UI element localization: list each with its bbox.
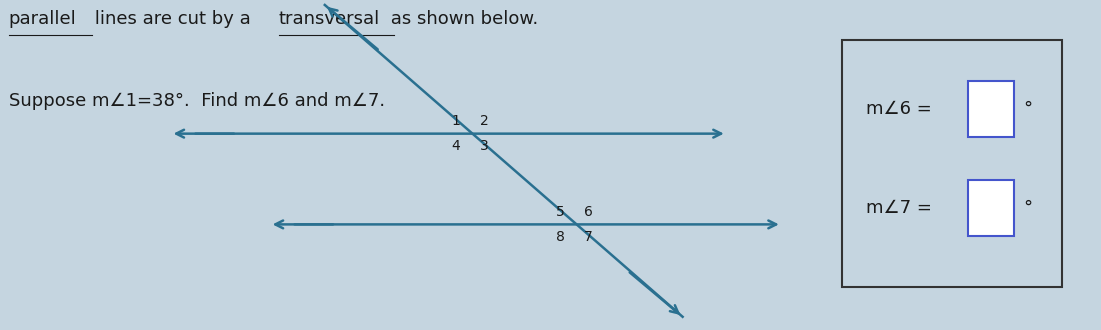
Text: m∠7 =: m∠7 = <box>866 199 938 217</box>
Text: 5: 5 <box>556 205 565 218</box>
Text: 1: 1 <box>451 114 460 128</box>
Text: Suppose m∠1=38°.  Find m∠6 and m∠7.: Suppose m∠1=38°. Find m∠6 and m∠7. <box>9 92 385 111</box>
Text: 7: 7 <box>584 230 592 244</box>
Text: lines are cut by a: lines are cut by a <box>89 10 257 28</box>
FancyBboxPatch shape <box>968 180 1014 236</box>
Text: °: ° <box>1023 100 1032 118</box>
Text: °: ° <box>1023 199 1032 217</box>
Text: 3: 3 <box>480 140 489 153</box>
Text: 6: 6 <box>584 205 592 218</box>
Text: 2: 2 <box>480 114 489 128</box>
Text: parallel: parallel <box>9 10 77 28</box>
Text: 4: 4 <box>451 140 460 153</box>
FancyBboxPatch shape <box>968 81 1014 137</box>
FancyBboxPatch shape <box>842 40 1062 287</box>
Text: 8: 8 <box>556 230 565 244</box>
Text: as shown below.: as shown below. <box>385 10 538 28</box>
Text: transversal: transversal <box>279 10 380 28</box>
Text: m∠6 =: m∠6 = <box>866 100 938 118</box>
